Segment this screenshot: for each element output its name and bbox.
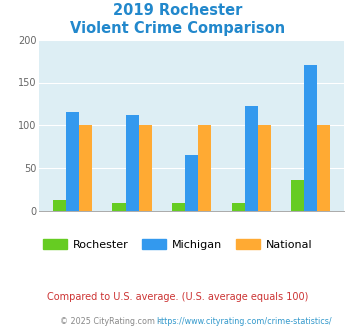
Bar — [113, 203, 126, 211]
Bar — [139, 124, 152, 211]
Bar — [66, 112, 79, 211]
Bar — [172, 203, 185, 211]
Text: Compared to U.S. average. (U.S. average equals 100): Compared to U.S. average. (U.S. average … — [47, 292, 308, 302]
Text: https://www.cityrating.com/crime-statistics/: https://www.cityrating.com/crime-statist… — [156, 317, 332, 326]
Bar — [258, 124, 271, 211]
Bar — [231, 203, 245, 211]
Text: 2019 Rochester: 2019 Rochester — [113, 3, 242, 18]
Bar — [245, 106, 258, 211]
Text: © 2025 CityRating.com -: © 2025 CityRating.com - — [60, 317, 163, 326]
Bar — [291, 180, 304, 211]
Text: Violent Crime Comparison: Violent Crime Comparison — [70, 21, 285, 36]
Bar — [198, 124, 211, 211]
Bar — [126, 115, 139, 211]
Bar — [53, 200, 66, 211]
Legend: Rochester, Michigan, National: Rochester, Michigan, National — [43, 240, 312, 250]
Bar — [185, 154, 198, 211]
Bar — [79, 124, 92, 211]
Bar — [304, 65, 317, 211]
Bar — [317, 124, 331, 211]
